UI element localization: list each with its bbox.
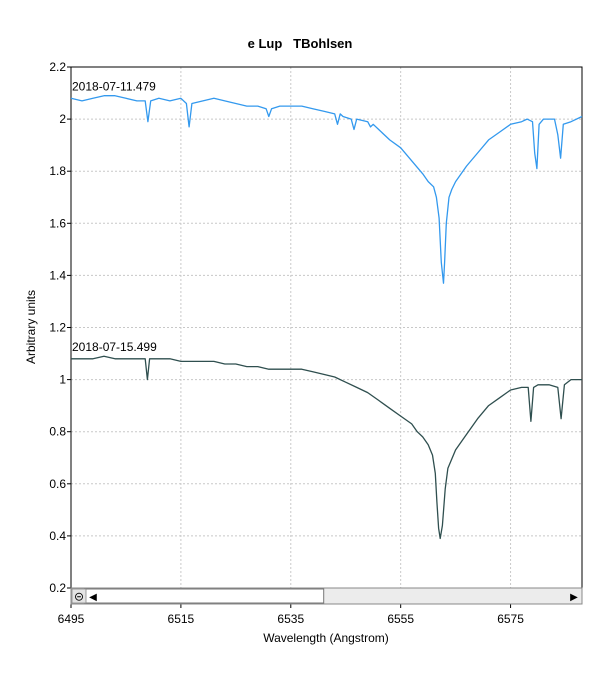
x-axis-ticks: 6495 6515 6535 6555 6575 bbox=[58, 604, 524, 626]
y-tick-label: 2 bbox=[59, 112, 66, 126]
series-1-line bbox=[70, 95, 583, 284]
x-tick-label: 6495 bbox=[58, 612, 85, 626]
y-tick-label: 1.8 bbox=[49, 164, 66, 178]
y-tick-label: 1.6 bbox=[49, 216, 66, 230]
y-tick-label: 0.4 bbox=[49, 529, 66, 543]
grid-lines bbox=[71, 67, 582, 588]
y-axis-label: Arbitrary units bbox=[24, 290, 38, 364]
scroll-right-button[interactable]: ▶ bbox=[570, 592, 578, 603]
horizontal-scrollbar[interactable]: ⊝ ◀ ▶ bbox=[70, 587, 583, 605]
y-tick-label: 1 bbox=[59, 373, 66, 387]
left-arrow-icon: ◀ bbox=[89, 592, 97, 603]
x-tick-label: 6515 bbox=[168, 612, 195, 626]
y-tick-label: 1.4 bbox=[49, 268, 66, 282]
y-tick-label: 0.8 bbox=[49, 425, 66, 439]
zoom-out-icon: ⊝ bbox=[74, 590, 84, 604]
scrollbar-thumb[interactable] bbox=[84, 588, 325, 604]
y-tick-label: 0.2 bbox=[49, 581, 66, 595]
y-tick-label: 1.2 bbox=[49, 321, 66, 335]
y-tick-label: 2.2 bbox=[49, 60, 66, 74]
series-layer bbox=[70, 95, 583, 540]
x-axis-label: Wavelength (Angstrom) bbox=[263, 631, 389, 645]
x-tick-label: 6555 bbox=[387, 612, 414, 626]
right-arrow-icon: ▶ bbox=[570, 592, 578, 603]
series-1-label: 2018-07-11.479 bbox=[72, 79, 156, 93]
chart-title: e Lup TBohlsen bbox=[248, 36, 353, 51]
y-tick-label: 0.6 bbox=[49, 477, 66, 491]
zoom-out-button[interactable]: ⊝ bbox=[71, 588, 87, 604]
x-tick-label: 6575 bbox=[497, 612, 524, 626]
scroll-left-button[interactable]: ◀ bbox=[89, 592, 97, 603]
series-2-line bbox=[71, 355, 582, 540]
series-2-label: 2018-07-15.499 bbox=[72, 340, 157, 354]
x-tick-label: 6535 bbox=[277, 612, 304, 626]
series-labels: 2018-07-11.479 2018-07-15.499 bbox=[72, 79, 157, 354]
y-axis-ticks: 0.2 0.4 0.6 0.8 1 1.2 1.4 1.6 1.8 2 2.2 bbox=[49, 60, 71, 595]
